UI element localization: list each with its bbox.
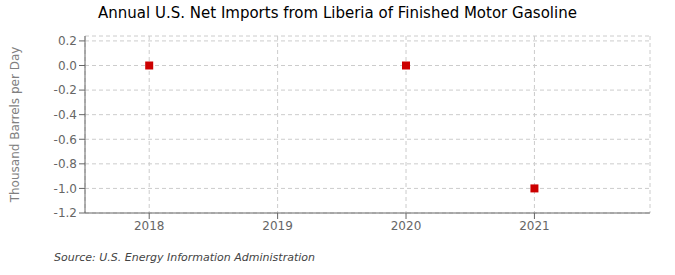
svg-text:2018: 2018	[134, 219, 165, 233]
svg-text:0.0: 0.0	[58, 59, 77, 73]
svg-text:-1.0: -1.0	[54, 182, 77, 196]
svg-text:-1.2: -1.2	[54, 206, 77, 220]
svg-text:-0.4: -0.4	[54, 108, 77, 122]
svg-text:2020: 2020	[391, 219, 422, 233]
svg-text:2021: 2021	[519, 219, 550, 233]
svg-text:Thousand Barrels per Day: Thousand Barrels per Day	[8, 47, 22, 204]
svg-text:0.2: 0.2	[58, 34, 77, 48]
svg-text:-0.2: -0.2	[54, 83, 77, 97]
html-text:Source: U.S. Energy Informatio: Source: U.S. Energy Information Administ…	[54, 251, 315, 264]
svg-text:-0.8: -0.8	[54, 157, 77, 171]
svg-text:2019: 2019	[262, 219, 293, 233]
svg-text:-0.6: -0.6	[54, 133, 77, 147]
html-text:Annual U.S. Net Imports from L: Annual U.S. Net Imports from Liberia of …	[98, 4, 577, 22]
